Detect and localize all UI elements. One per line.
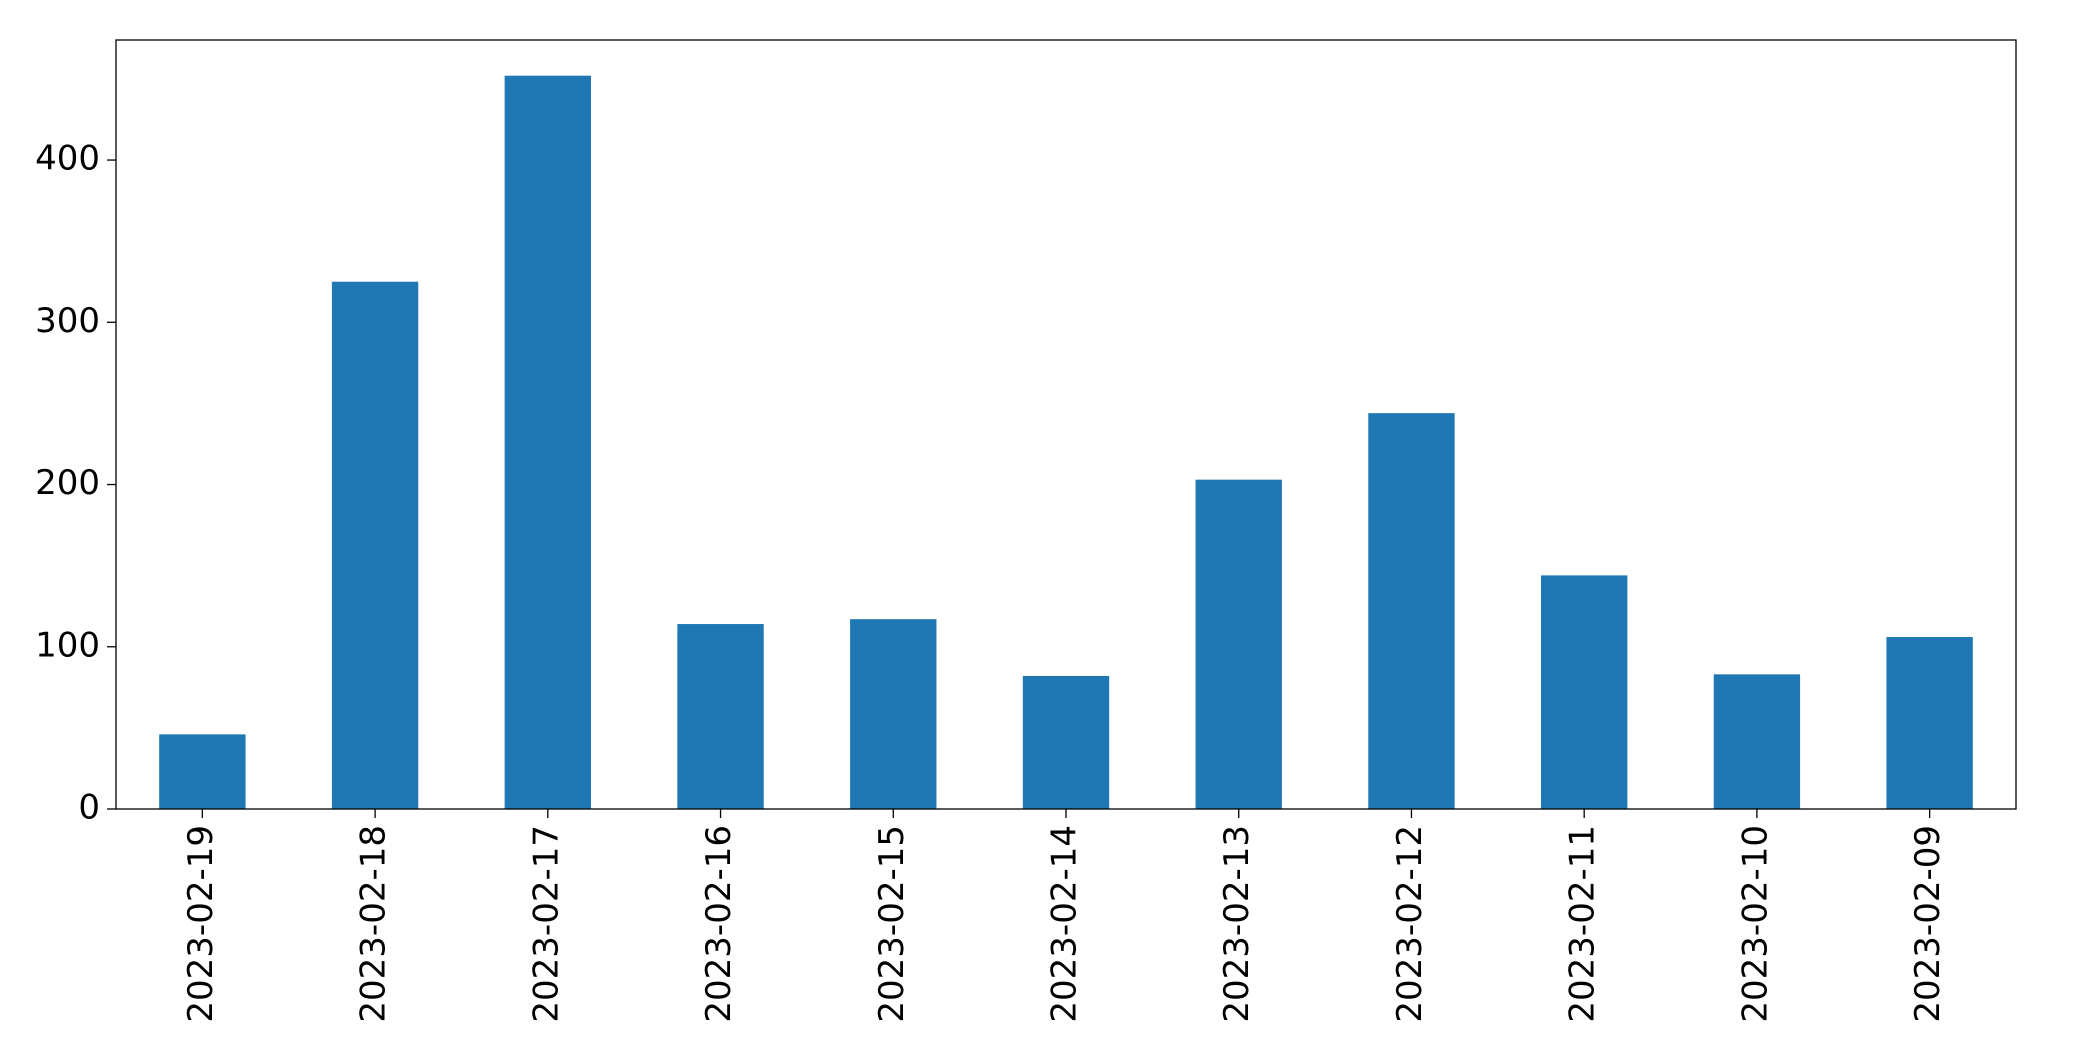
bar	[1195, 479, 1282, 809]
y-tick-label: 300	[35, 301, 100, 341]
bar	[331, 281, 419, 809]
bar	[850, 619, 937, 809]
x-tick-label: 2023-02-17	[526, 825, 566, 1023]
x-tick-label: 2023-02-09	[1908, 825, 1948, 1023]
bar	[677, 624, 764, 809]
y-tick-label: 200	[35, 463, 100, 503]
x-tick-label: 2023-02-11	[1563, 825, 1603, 1023]
bar	[1022, 675, 1110, 809]
bar	[1368, 413, 1455, 809]
x-tick-label: 2023-02-19	[181, 825, 221, 1023]
x-tick-label: 2023-02-18	[354, 825, 394, 1023]
x-tick-label: 2023-02-10	[1735, 825, 1775, 1023]
x-tick-label: 2023-02-15	[872, 825, 912, 1023]
plot-frame	[115, 39, 2017, 810]
bar	[1886, 637, 1973, 809]
bar	[1713, 674, 1801, 809]
y-tick-label: 0	[78, 788, 100, 828]
bar	[159, 734, 246, 809]
x-tick-label: 2023-02-14	[1045, 825, 1085, 1023]
x-tick-label: 2023-02-12	[1390, 825, 1430, 1023]
bar	[504, 75, 591, 809]
bar	[1541, 575, 1628, 809]
y-tick-label: 100	[35, 625, 100, 665]
x-tick-label: 2023-02-16	[699, 825, 739, 1023]
y-tick-label: 400	[35, 139, 100, 179]
x-tick-label: 2023-02-13	[1217, 825, 1257, 1023]
